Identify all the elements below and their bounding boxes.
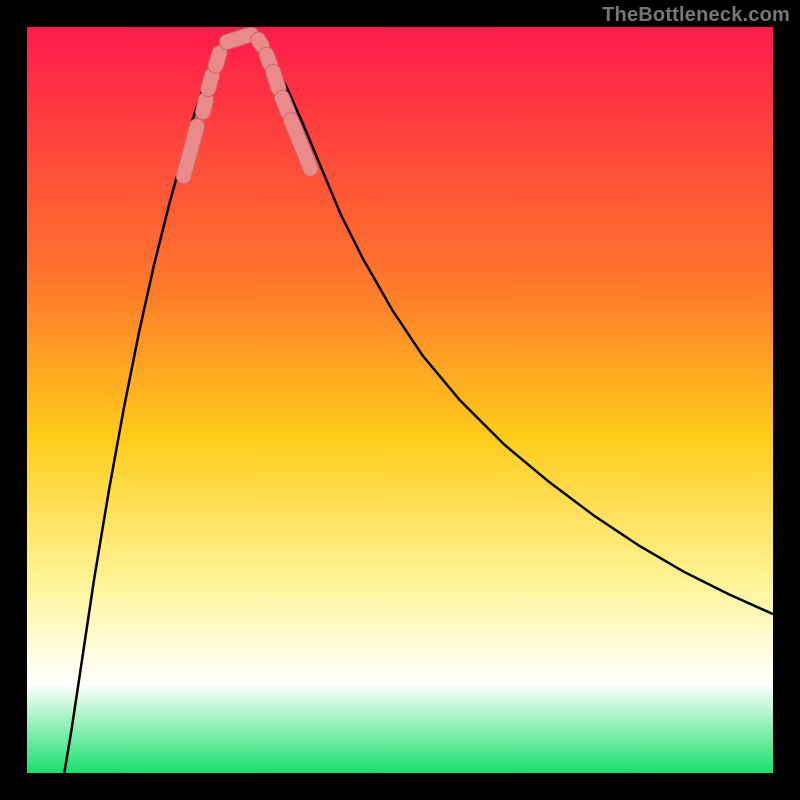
marker-segment xyxy=(184,126,197,176)
watermark-text: TheBottleneck.com xyxy=(602,4,790,27)
chart-stage: TheBottleneck.com xyxy=(0,0,800,800)
marker-segment xyxy=(208,75,212,88)
marker-segment xyxy=(258,40,262,46)
marker-segment xyxy=(282,98,288,113)
marker-segment xyxy=(291,120,310,168)
marker-segment xyxy=(227,34,251,41)
marker-segment xyxy=(273,72,278,88)
marker-segment xyxy=(266,55,270,65)
plot-gradient-area xyxy=(27,27,773,773)
marker-segment xyxy=(203,99,206,112)
marker-series xyxy=(27,27,773,773)
marker-segment xyxy=(216,53,220,66)
marker-group xyxy=(184,34,311,176)
